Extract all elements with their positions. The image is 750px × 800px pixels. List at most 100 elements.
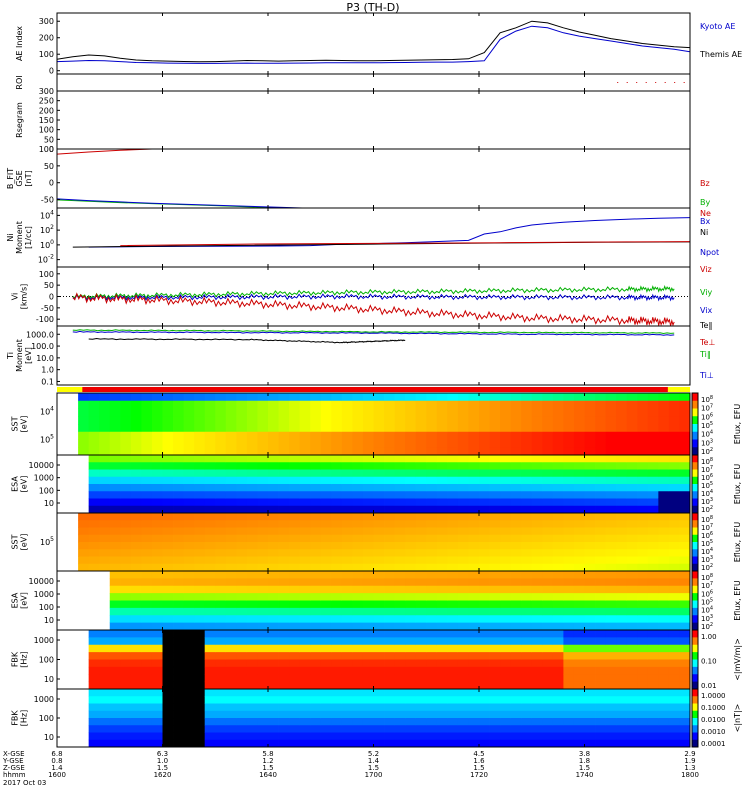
heatmap-cell xyxy=(415,696,427,704)
heatmap-cell xyxy=(57,505,68,514)
heatmap-cell xyxy=(384,549,395,557)
heatmap-cell xyxy=(595,408,606,417)
heatmap-cell xyxy=(141,491,153,499)
heatmap-cell xyxy=(352,674,364,683)
heatmap-cell xyxy=(521,666,533,675)
axis-z-gse: 1.5 xyxy=(262,764,273,772)
heatmap-cell xyxy=(183,498,195,507)
heatmap-cell xyxy=(225,534,237,543)
heatmap-cell xyxy=(88,498,100,507)
series-line xyxy=(72,293,675,302)
heatmap-cell xyxy=(67,439,79,448)
y-axis-label: Vi[km/s] xyxy=(11,284,29,310)
colorbar-segment xyxy=(692,725,698,733)
heatmap-cell xyxy=(257,732,269,741)
heatmap-cell xyxy=(67,696,79,704)
heatmap-cell xyxy=(457,571,469,579)
heatmap-cell xyxy=(204,424,216,433)
heatmap-cell xyxy=(605,556,617,565)
heatmap-cell xyxy=(215,408,227,417)
heatmap-cell xyxy=(352,703,364,712)
heatmap-cell xyxy=(457,739,469,748)
heatmap-cell xyxy=(626,439,638,448)
heatmap-cell xyxy=(236,681,248,690)
colorbar-segment xyxy=(692,689,698,697)
heatmap-cell xyxy=(162,556,174,565)
heatmap-cell xyxy=(468,615,480,624)
heatmap-cell xyxy=(552,593,564,601)
heatmap-cell xyxy=(310,622,322,631)
heatmap-cell xyxy=(278,400,290,409)
heatmap-cell xyxy=(679,652,691,660)
heatmap-cell xyxy=(130,681,142,690)
heatmap-cell xyxy=(67,637,79,646)
heatmap-cell xyxy=(299,563,311,572)
heatmap-cell xyxy=(510,400,522,409)
heatmap-cell xyxy=(151,593,163,601)
heatmap-cell xyxy=(320,585,332,594)
heatmap-cell xyxy=(331,408,343,417)
heatmap-cell xyxy=(426,424,438,433)
series-line xyxy=(88,217,690,248)
heatmap-cell xyxy=(362,455,374,463)
heatmap-cell xyxy=(542,447,554,456)
data-point xyxy=(645,82,647,83)
heatmap-cell xyxy=(542,455,554,463)
heatmap-cell xyxy=(605,718,617,726)
heatmap-cell xyxy=(679,455,691,463)
heatmap-cell xyxy=(373,725,385,733)
heatmap-cell xyxy=(246,455,258,463)
heatmap-cell xyxy=(67,505,79,514)
heatmap-cell xyxy=(426,600,438,609)
heatmap-cell xyxy=(573,439,585,448)
panel-10: ESA[eV]100001000100101081071061051041031… xyxy=(11,570,742,631)
heatmap-cell xyxy=(647,607,659,616)
heatmap-cell xyxy=(426,725,438,733)
heatmap-cell xyxy=(405,563,417,572)
heatmap-cell xyxy=(151,549,163,557)
heatmap-cell xyxy=(457,644,469,653)
heatmap-cell xyxy=(436,637,448,646)
heatmap-cell xyxy=(626,498,638,507)
heatmap-cell xyxy=(457,637,469,646)
heatmap-cell xyxy=(268,578,279,587)
heatmap-cell xyxy=(299,615,311,624)
heatmap-cell xyxy=(299,476,311,485)
heatmap-cell xyxy=(542,393,554,402)
heatmap-cell xyxy=(362,505,374,514)
heatmap-cell xyxy=(468,563,480,572)
heatmap-cell xyxy=(668,600,680,609)
heatmap-cell xyxy=(204,725,216,733)
heatmap-cell xyxy=(373,431,385,440)
heatmap-cell xyxy=(637,393,649,402)
heatmap-cell xyxy=(552,585,564,594)
heatmap-cell xyxy=(320,725,332,733)
heatmap-cell xyxy=(605,725,617,733)
heatmap-cell xyxy=(310,408,322,417)
y-tick-label: 200 xyxy=(39,106,54,115)
heatmap-cell xyxy=(320,527,332,536)
heatmap-cell xyxy=(595,689,606,697)
heatmap-cell xyxy=(447,476,459,485)
heatmap-cell xyxy=(162,476,174,485)
heatmap-cell xyxy=(257,725,269,733)
heatmap-cell xyxy=(204,718,216,726)
colorbar-segment xyxy=(692,455,698,463)
heatmap-cell xyxy=(341,615,353,624)
heatmap-cell xyxy=(679,534,691,543)
heatmap-cell xyxy=(183,527,195,536)
heatmap-cell xyxy=(500,455,512,463)
heatmap-cell xyxy=(236,703,248,712)
heatmap-cell xyxy=(99,578,111,587)
heatmap-cell xyxy=(542,652,554,660)
heatmap-cell xyxy=(99,563,111,572)
heatmap-cell xyxy=(626,630,638,638)
heatmap-cell xyxy=(268,484,279,492)
heatmap-cell xyxy=(373,666,385,675)
heatmap-cell xyxy=(500,718,512,726)
heatmap-cell xyxy=(647,534,659,543)
heatmap-cell xyxy=(605,469,617,478)
heatmap-cell xyxy=(457,607,469,616)
heatmap-cell xyxy=(373,703,385,712)
heatmap-cell xyxy=(405,431,417,440)
